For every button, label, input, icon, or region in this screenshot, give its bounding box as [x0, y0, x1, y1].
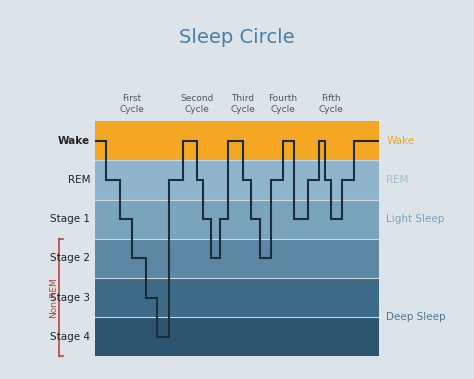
- Text: Sleep Circle: Sleep Circle: [179, 28, 295, 47]
- Text: Stage 4: Stage 4: [50, 332, 90, 342]
- Text: Second
Cycle: Second Cycle: [181, 94, 214, 114]
- Text: Stage 2: Stage 2: [50, 253, 90, 263]
- Text: Wake: Wake: [386, 136, 414, 146]
- Text: Stage 3: Stage 3: [50, 293, 90, 302]
- Text: Wake: Wake: [58, 136, 90, 146]
- Bar: [95, 317, 379, 356]
- Bar: [95, 200, 379, 239]
- Bar: [95, 121, 379, 160]
- Text: Light Sleep: Light Sleep: [386, 214, 445, 224]
- Text: Fourth
Cycle: Fourth Cycle: [268, 94, 297, 114]
- Text: Non-REM: Non-REM: [49, 277, 58, 318]
- Text: REM: REM: [386, 175, 409, 185]
- Text: Third
Cycle: Third Cycle: [230, 94, 255, 114]
- Text: Deep Sleep: Deep Sleep: [386, 312, 446, 322]
- Text: Stage 1: Stage 1: [50, 214, 90, 224]
- Text: REM: REM: [68, 175, 90, 185]
- Bar: [95, 239, 379, 278]
- Text: Fifth
Cycle: Fifth Cycle: [319, 94, 343, 114]
- Text: First
Cycle: First Cycle: [119, 94, 144, 114]
- Bar: [95, 160, 379, 200]
- Bar: [95, 278, 379, 317]
